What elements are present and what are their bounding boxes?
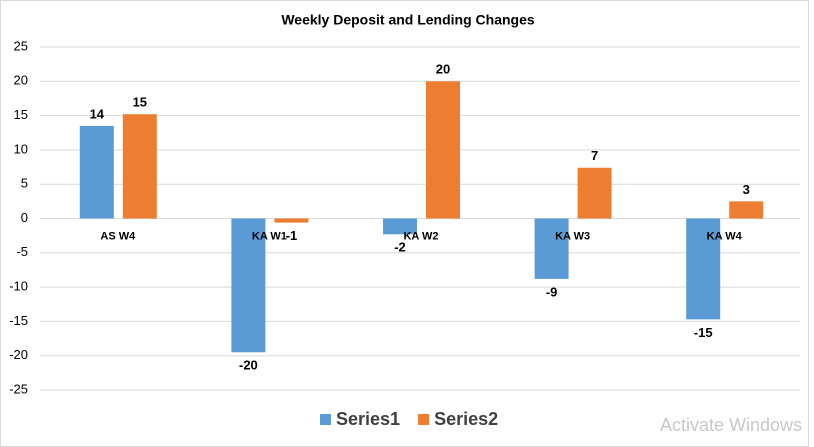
bar [534, 218, 569, 279]
bar [231, 218, 266, 353]
y-tick-label: -5 [16, 244, 28, 259]
y-tick-label: -20 [9, 347, 28, 362]
x-tick-label: KA W3 [555, 230, 590, 242]
legend-label: Series2 [434, 409, 498, 429]
data-label: -1 [286, 228, 298, 243]
data-label: 15 [133, 95, 147, 110]
y-tick-label: -15 [9, 313, 28, 328]
bar [729, 201, 764, 219]
y-tick-label: 5 [21, 176, 28, 191]
x-tick-label: AS W4 [100, 230, 136, 242]
data-label: -20 [239, 358, 258, 373]
data-label: 3 [743, 182, 750, 197]
data-label: -9 [546, 284, 558, 299]
bar [577, 167, 612, 219]
y-tick-label: -25 [9, 381, 28, 396]
data-label: -2 [394, 240, 406, 255]
y-tick-label: 20 [14, 73, 28, 88]
bar [426, 81, 460, 219]
x-tick-label: KA W1 [252, 230, 287, 242]
x-tick-label: KA W4 [707, 230, 743, 242]
watermark: Activate Windows [660, 415, 802, 435]
bar [686, 218, 721, 320]
legend-swatch [320, 414, 331, 425]
y-tick-label: 0 [21, 210, 28, 225]
legend-label: Series1 [336, 409, 400, 429]
data-label: 7 [591, 148, 598, 163]
data-label: 20 [436, 62, 450, 77]
data-label: -15 [694, 325, 713, 340]
y-tick-label: 15 [14, 107, 28, 122]
bar [383, 218, 417, 235]
bar [274, 218, 309, 223]
y-tick-label: -10 [9, 279, 28, 294]
y-tick-label: 25 [14, 38, 28, 53]
y-tick-label: 10 [14, 141, 28, 156]
bar [122, 114, 157, 219]
legend-swatch [418, 414, 430, 425]
x-tick-label: KA W2 [403, 230, 438, 242]
chart-title: Weekly Deposit and Lending Changes [281, 12, 535, 28]
data-label: 14 [90, 106, 105, 121]
bar [79, 125, 114, 219]
